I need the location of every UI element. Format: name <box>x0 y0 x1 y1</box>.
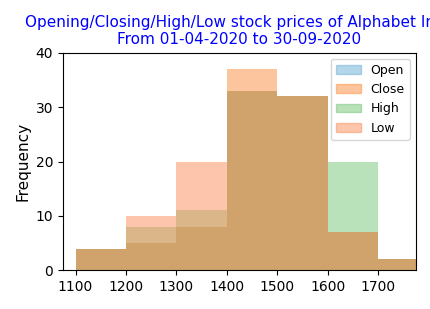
Bar <box>75 248 126 270</box>
Bar <box>126 243 176 270</box>
Bar <box>377 259 427 270</box>
Bar <box>276 96 327 270</box>
Y-axis label: Frequency: Frequency <box>15 122 30 201</box>
Bar <box>276 96 327 270</box>
Bar <box>377 259 427 270</box>
Bar <box>327 232 377 270</box>
Bar <box>276 96 327 270</box>
Bar <box>126 216 176 270</box>
Bar <box>327 232 377 270</box>
Bar <box>75 248 126 270</box>
Bar <box>75 248 126 270</box>
Bar <box>226 91 276 270</box>
Bar <box>126 227 176 270</box>
Bar <box>75 248 126 270</box>
Bar <box>226 91 276 270</box>
Legend: Open, Close, High, Low: Open, Close, High, Low <box>330 59 409 140</box>
Bar <box>176 227 226 270</box>
Bar <box>226 69 276 270</box>
Bar <box>276 96 327 270</box>
Bar <box>377 259 427 270</box>
Bar <box>327 232 377 270</box>
Bar <box>176 210 226 270</box>
Bar <box>327 162 377 270</box>
Bar <box>176 162 226 270</box>
Bar <box>226 91 276 270</box>
Bar <box>377 259 427 270</box>
Bar <box>126 243 176 270</box>
Bar <box>176 227 226 270</box>
Title: Opening/Closing/High/Low stock prices of Alphabet Inc.,
From 01-04-2020 to 30-09: Opening/Closing/High/Low stock prices of… <box>25 15 430 47</box>
